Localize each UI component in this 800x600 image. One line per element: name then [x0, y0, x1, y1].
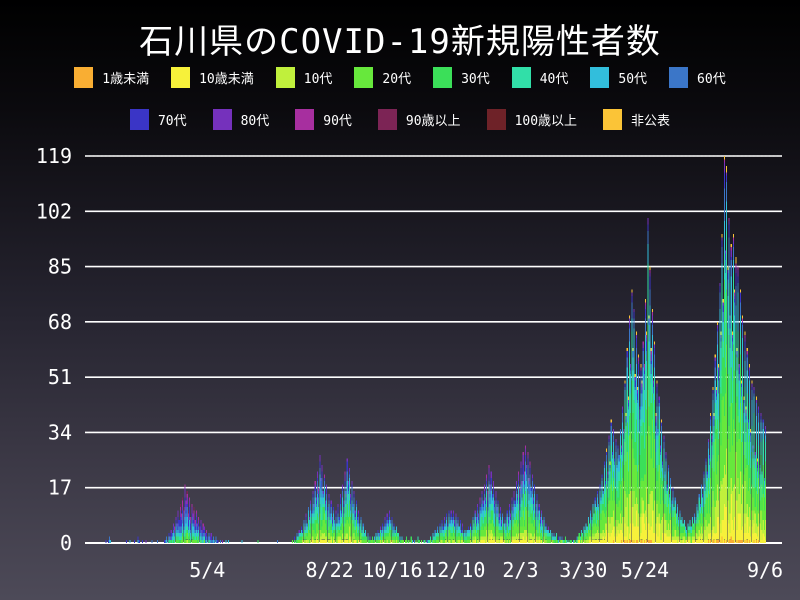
- legend-label: 50代: [618, 72, 648, 87]
- svg-text:5/24: 5/24: [621, 558, 669, 582]
- legend-swatch: [433, 67, 453, 88]
- legend-item-1: 1歳未満: [74, 67, 149, 88]
- legend-swatch: [212, 109, 232, 130]
- svg-text:85: 85: [48, 255, 72, 279]
- legend-label: 90代: [323, 114, 352, 129]
- y-gridlines-overlay: [85, 155, 782, 489]
- legend-label: 90歳以上: [405, 114, 461, 129]
- svg-text:68: 68: [48, 310, 72, 334]
- svg-text:102: 102: [36, 199, 72, 223]
- legend-item-14: 非公表: [603, 109, 670, 130]
- legend-item-11: 90代: [295, 109, 352, 130]
- legend-label: 非公表: [631, 114, 671, 129]
- svg-text:10/16: 10/16: [362, 558, 422, 582]
- svg-text:17: 17: [48, 476, 72, 500]
- x-tick-labels: 5/4 8/22 10/16 12/10 2/3 3/30 5/24 9/6: [189, 558, 783, 582]
- legend-swatch: [486, 109, 506, 130]
- legend-label: 1歳未満: [102, 72, 150, 87]
- legend-label: 100歳以上: [514, 114, 578, 129]
- svg-text:51: 51: [48, 365, 72, 389]
- legend-item-4: 20代: [354, 67, 411, 88]
- bars-layer: [105, 156, 767, 543]
- svg-text:12/10: 12/10: [425, 558, 485, 582]
- legend-swatch: [669, 67, 689, 88]
- legend-label: 10代: [303, 72, 333, 87]
- legend-label: 40代: [539, 72, 569, 87]
- svg-text:3/30: 3/30: [559, 558, 607, 582]
- legend-swatch: [377, 109, 397, 130]
- legend-label: 20代: [382, 72, 412, 87]
- legend-item-7: 50代: [590, 67, 647, 88]
- legend-row-1: 1歳未満 10歳未満 10代 20代 30代 40代 50代 60代: [0, 67, 800, 88]
- legend-swatch: [295, 109, 315, 130]
- legend-item-12: 90歳以上: [377, 109, 461, 130]
- legend-swatch: [590, 67, 610, 88]
- svg-text:8/22: 8/22: [305, 558, 353, 582]
- legend-item-5: 30代: [433, 67, 490, 88]
- legend-label: 80代: [240, 114, 270, 129]
- legend-swatch: [74, 67, 94, 88]
- y-gridlines: [85, 155, 782, 544]
- svg-text:9/6: 9/6: [747, 558, 783, 582]
- legend-item-9: 70代: [129, 109, 187, 130]
- legend-swatch: [171, 67, 191, 88]
- legend-swatch: [275, 67, 295, 88]
- legend-swatch: [129, 109, 149, 130]
- legend-label: 70代: [157, 114, 187, 129]
- legend-item-3: 10代: [275, 67, 333, 88]
- legend-swatch: [603, 109, 623, 130]
- svg-text:0: 0: [60, 531, 72, 555]
- legend-label: 60代: [697, 72, 726, 87]
- legend-swatch: [354, 67, 374, 88]
- svg-text:119: 119: [36, 144, 72, 168]
- legend-item-8: 60代: [669, 67, 726, 88]
- svg-text:2/3: 2/3: [502, 558, 538, 582]
- legend-item-2: 10歳未満: [171, 67, 254, 88]
- legend-row-2: 70代 80代 90代 90歳以上 100歳以上 非公表: [0, 109, 800, 130]
- legend-swatch: [511, 67, 531, 88]
- svg-text:5/4: 5/4: [189, 558, 225, 582]
- svg-text:34: 34: [48, 420, 72, 444]
- legend-item-10: 80代: [212, 109, 270, 130]
- y-tick-labels: 0 17 34 51 68 85 102 119: [36, 144, 72, 555]
- legend-label: 30代: [461, 72, 490, 87]
- chart-title: 石川県のCOVID-19新規陽性者数: [139, 22, 661, 62]
- legend-item-13: 100歳以上: [486, 109, 578, 130]
- legend-label: 10歳未満: [199, 72, 254, 87]
- legend-item-6: 40代: [511, 67, 569, 88]
